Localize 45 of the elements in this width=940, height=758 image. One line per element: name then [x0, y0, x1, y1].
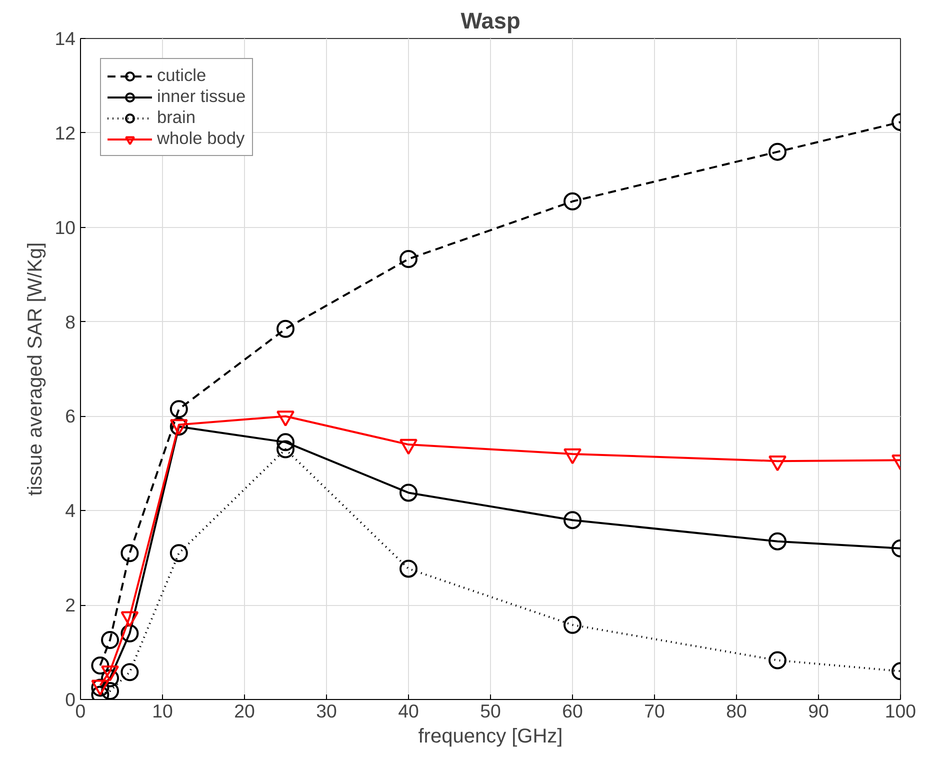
y-tick-label: 4 [65, 500, 76, 522]
legend-label: whole body [157, 128, 245, 149]
point [170, 400, 188, 418]
y-axis-title: tissue averaged SAR [W/Kg] [24, 242, 47, 496]
point [564, 616, 582, 634]
point [276, 440, 294, 458]
y-tick-label: 8 [65, 311, 76, 332]
point [400, 250, 418, 268]
x-tick-label: 10 [152, 700, 173, 722]
point [101, 682, 120, 700]
point [101, 631, 120, 649]
point [101, 669, 120, 688]
point [276, 320, 294, 338]
x-tick-label: 60 [562, 700, 583, 722]
point [120, 624, 139, 642]
y-tick-label: 2 [65, 594, 76, 616]
y-tick-label: 10 [54, 216, 76, 238]
chart-title: Wasp [460, 8, 520, 34]
x-tick-label: 100 [884, 700, 916, 722]
point [768, 651, 786, 670]
point [768, 142, 786, 161]
x-tick-label: 40 [398, 700, 419, 722]
point [120, 663, 139, 682]
legend-label: cuticle [157, 65, 206, 86]
y-tick-label: 6 [65, 406, 76, 427]
x-tick-label: 90 [808, 700, 829, 722]
point [170, 544, 188, 562]
point [400, 484, 418, 502]
x-axis-title: frequency [GHz] [418, 726, 563, 748]
y-tick-label: 12 [54, 122, 76, 144]
point [120, 544, 139, 562]
x-tick-label: 50 [480, 700, 501, 722]
x-tick-label: 20 [234, 700, 255, 722]
point [564, 511, 582, 530]
point [564, 192, 582, 210]
point [276, 433, 294, 452]
x-tick-label: 70 [644, 700, 665, 722]
legend-label: inner tissue [157, 86, 246, 107]
x-tick-label: 30 [316, 700, 337, 722]
point [91, 656, 110, 674]
x-tick-label: 80 [726, 700, 747, 722]
point [768, 532, 786, 550]
legend-label: brain [157, 107, 196, 128]
y-tick-label: 14 [54, 28, 76, 49]
point [400, 560, 418, 578]
